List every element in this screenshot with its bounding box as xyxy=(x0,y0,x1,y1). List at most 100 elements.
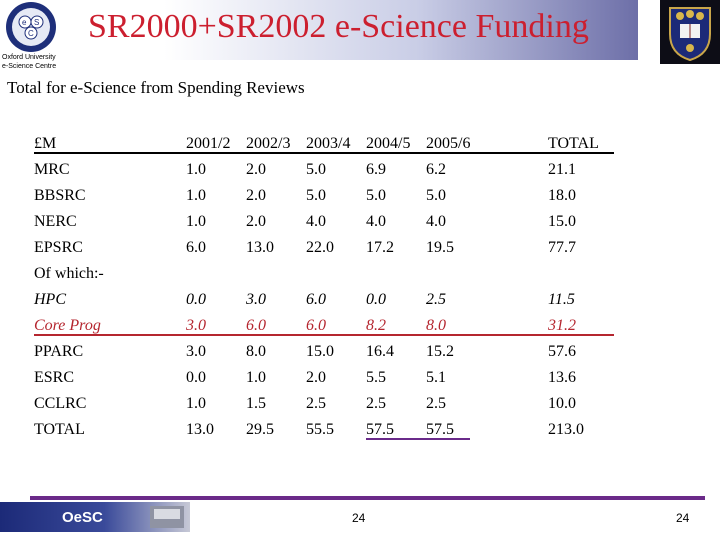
table-cell: 5.0 xyxy=(366,187,386,204)
table-cell: 21.1 xyxy=(548,161,576,178)
row-label: PPARC xyxy=(34,343,84,360)
table-row: MRC 1.0 2.0 5.0 6.9 6.2 21.1 xyxy=(34,161,614,187)
table-cell: 2.0 xyxy=(306,369,326,386)
table-cell: 4.0 xyxy=(306,213,326,230)
svg-text:e: e xyxy=(22,18,27,27)
table-row: EPSRC 6.0 13.0 22.0 17.2 19.5 77.7 xyxy=(34,239,614,265)
table-cell: 57.5 xyxy=(366,421,394,438)
svg-text:OeSC: OeSC xyxy=(62,509,103,526)
table-cell: 55.5 xyxy=(306,421,334,438)
core-prog-underline xyxy=(34,334,614,336)
table-cell: 5.1 xyxy=(426,369,446,386)
row-label: CCLRC xyxy=(34,395,87,412)
table-row: CCLRC 1.0 1.5 2.5 2.5 2.5 10.0 xyxy=(34,395,614,421)
row-label: HPC xyxy=(34,291,66,308)
row-label: BBSRC xyxy=(34,187,86,204)
table-cell: 5.0 xyxy=(426,187,446,204)
table-cell: 2.0 xyxy=(246,213,266,230)
subtitle: Total for e-Science from Spending Review… xyxy=(7,78,305,97)
table-cell: 6.2 xyxy=(426,161,446,178)
table-row: NERC 1.0 2.0 4.0 4.0 4.0 15.0 xyxy=(34,213,614,239)
column-header: 2005/6 xyxy=(426,135,471,152)
table-cell: 18.0 xyxy=(548,187,576,204)
table-cell: 77.7 xyxy=(548,239,576,256)
page-number: 24 xyxy=(352,511,366,525)
table-cell: 17.2 xyxy=(366,239,394,256)
table-cell: 16.4 xyxy=(366,343,394,360)
row-label: MRC xyxy=(34,161,70,178)
table-cell: 11.5 xyxy=(548,291,575,308)
table-cell: 5.5 xyxy=(366,369,386,386)
table-cell: 5.0 xyxy=(306,161,326,178)
table-cell: 3.0 xyxy=(186,317,206,334)
header-gradient-band xyxy=(60,0,638,60)
oesc-banner-logo-icon: OeSC xyxy=(0,502,190,532)
table-cell: 1.0 xyxy=(246,369,266,386)
table-cell: 4.0 xyxy=(366,213,386,230)
page-number: 24 xyxy=(676,511,690,525)
row-label: TOTAL xyxy=(34,421,85,438)
column-header: 2003/4 xyxy=(306,135,351,152)
table-cell: 3.0 xyxy=(186,343,206,360)
table-cell: 6.0 xyxy=(186,239,206,256)
table-cell: 5.0 xyxy=(306,187,326,204)
table-cell: 1.0 xyxy=(186,187,206,204)
table-cell: 13.0 xyxy=(186,421,214,438)
row-label: Of which:- xyxy=(34,265,104,282)
column-header: 2002/3 xyxy=(246,135,291,152)
footer-rule xyxy=(30,496,705,500)
table-cell: 8.0 xyxy=(246,343,266,360)
total-underline xyxy=(366,438,470,440)
table-cell: 2.0 xyxy=(246,187,266,204)
table-cell: 8.2 xyxy=(366,317,386,334)
org-name: Oxford University e-Science Centre xyxy=(2,54,57,70)
row-label: Core Prog xyxy=(34,317,101,334)
table-row-total: TOTAL 13.0 29.5 55.5 57.5 57.5 213.0 xyxy=(34,421,614,447)
table-cell: 15.0 xyxy=(306,343,334,360)
svg-text:S: S xyxy=(34,18,39,27)
table-cell: 10.0 xyxy=(548,395,576,412)
table-cell: 0.0 xyxy=(186,369,206,386)
column-header: £M xyxy=(34,135,57,152)
column-header: 2004/5 xyxy=(366,135,411,152)
oesc-logo-icon: e S C xyxy=(6,2,56,52)
table-cell: 2.5 xyxy=(306,395,326,412)
table-cell: 6.0 xyxy=(246,317,266,334)
table-cell: 6.0 xyxy=(306,317,326,334)
table-cell: 2.5 xyxy=(426,291,446,308)
table-header-row: £M 2001/2 2002/3 2003/4 2004/5 2005/6 TO… xyxy=(34,135,614,161)
table-row: Core Prog 3.0 6.0 6.0 8.2 8.0 31.2 xyxy=(34,317,614,343)
table-cell: 19.5 xyxy=(426,239,454,256)
table-row: PPARC 3.0 8.0 15.0 16.4 15.2 57.6 xyxy=(34,343,614,369)
table-row: HPC 0.0 3.0 6.0 0.0 2.5 11.5 xyxy=(34,291,614,317)
header-underline xyxy=(34,152,614,154)
table-row: ESRC 0.0 1.0 2.0 5.5 5.1 13.6 xyxy=(34,369,614,395)
table-cell: 15.2 xyxy=(426,343,454,360)
table-cell: 22.0 xyxy=(306,239,334,256)
table-row: BBSRC 1.0 2.0 5.0 5.0 5.0 18.0 xyxy=(34,187,614,213)
column-header: TOTAL xyxy=(548,135,599,152)
table-cell: 31.2 xyxy=(548,317,576,334)
table-cell: 6.9 xyxy=(366,161,386,178)
table-cell: 6.0 xyxy=(306,291,326,308)
table-cell: 13.0 xyxy=(246,239,274,256)
row-label: EPSRC xyxy=(34,239,83,256)
table-cell: 1.0 xyxy=(186,161,206,178)
table-cell: 8.0 xyxy=(426,317,446,334)
page-title: SR2000+SR2002 e-Science Funding xyxy=(88,8,589,45)
table-cell: 13.6 xyxy=(548,369,576,386)
table-cell: 0.0 xyxy=(366,291,386,308)
table-cell: 4.0 xyxy=(426,213,446,230)
row-label: NERC xyxy=(34,213,77,230)
table-row-subheading: Of which:- xyxy=(34,265,614,291)
table-cell: 2.5 xyxy=(426,395,446,412)
table-cell: 1.0 xyxy=(186,213,206,230)
table-cell: 29.5 xyxy=(246,421,274,438)
table-cell: 3.0 xyxy=(246,291,266,308)
table-cell: 57.5 xyxy=(426,421,454,438)
column-header: 2001/2 xyxy=(186,135,231,152)
university-crest-icon xyxy=(660,0,720,64)
table-cell: 1.5 xyxy=(246,395,266,412)
table-cell: 213.0 xyxy=(548,421,584,438)
row-label: ESRC xyxy=(34,369,75,386)
